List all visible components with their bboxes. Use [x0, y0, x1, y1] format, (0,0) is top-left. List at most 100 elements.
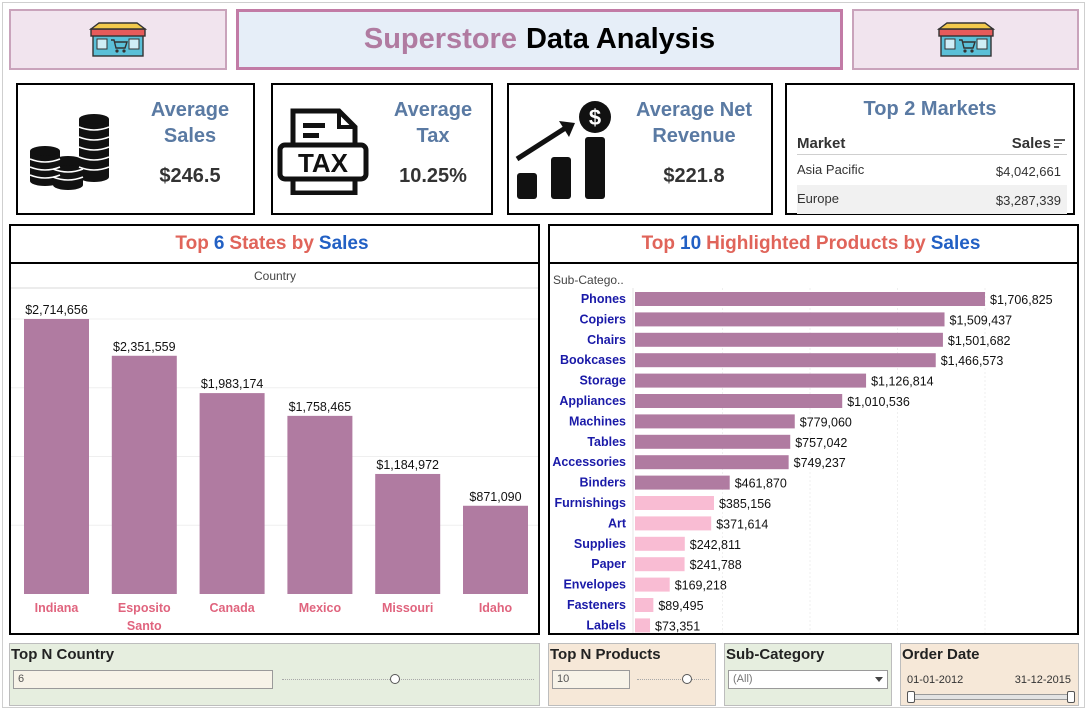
product-category-label: Furnishings: [554, 496, 626, 510]
state-category-label: Mexico: [299, 601, 342, 615]
product-value-label: $461,870: [735, 477, 787, 491]
product-bar[interactable]: [635, 373, 867, 388]
product-category-label: Phones: [581, 292, 626, 306]
top-n-country-slider[interactable]: [282, 679, 534, 681]
kpi-tax-value: 10.25%: [399, 165, 467, 187]
product-bar[interactable]: [635, 353, 936, 368]
kpi-sales-label: Average Sales: [150, 99, 230, 147]
state-value-label: $1,758,465: [289, 400, 352, 414]
top-n-products-slider[interactable]: [637, 679, 709, 681]
order-date-end-handle[interactable]: [1067, 691, 1075, 703]
state-bar[interactable]: [375, 473, 441, 594]
state-bar[interactable]: [24, 319, 89, 594]
product-bar[interactable]: [635, 434, 791, 449]
filter-subcat-label: Sub-Category: [726, 646, 825, 663]
svg-text:$: $: [589, 105, 601, 130]
kpi-average-sales: Average Sales $246.5: [16, 83, 255, 215]
product-bar[interactable]: [635, 577, 670, 592]
product-category-label: Art: [608, 516, 627, 530]
chevron-down-icon[interactable]: [875, 677, 883, 682]
state-bar[interactable]: [463, 505, 528, 594]
top-n-country-input[interactable]: 6: [13, 670, 273, 689]
product-bar[interactable]: [635, 516, 712, 531]
sort-descending-icon[interactable]: [1054, 139, 1065, 149]
products-row-header: Sub-Catego..: [553, 273, 624, 287]
product-value-label: $1,466,573: [941, 354, 1004, 368]
product-bar[interactable]: [635, 618, 651, 633]
product-bar[interactable]: [635, 332, 943, 347]
state-value-label: $2,351,559: [113, 340, 176, 354]
state-bar[interactable]: [111, 355, 177, 594]
markets-header-row: Market Sales: [797, 133, 1067, 155]
product-value-label: $242,811: [690, 538, 741, 552]
kpi-average-tax: TAX Average Tax 10.25%: [271, 83, 493, 215]
product-bar[interactable]: [635, 598, 654, 612]
product-value-label: $1,501,682: [948, 334, 1011, 348]
product-category-label: Envelopes: [563, 578, 626, 592]
top-n-country-slider-knob[interactable]: [390, 674, 401, 684]
title-data-analysis: Data Analysis: [525, 23, 716, 55]
order-date-range-track[interactable]: [909, 694, 1072, 700]
product-bar[interactable]: [635, 536, 685, 551]
filter-order-date: Order Date 01-01-2012 31-12-2015: [900, 643, 1079, 706]
filter-country-label: Top N Country: [11, 646, 115, 663]
states-chart-panel: Top 6 States by Sales Country $2,714,656 I…: [9, 224, 540, 635]
products-bar-chart: Sub-Catego.. Phones $1,706,825 Copiers $1,50…: [552, 273, 1053, 633]
product-bar[interactable]: [635, 475, 730, 490]
markets-col-sales: Sales: [1011, 135, 1051, 152]
growth-chart-dollar-icon: $: [515, 101, 611, 199]
product-category-label: Machines: [569, 414, 626, 428]
filter-top-n-country: Top N Country 6: [9, 643, 540, 706]
top-n-products-slider-knob[interactable]: [682, 674, 693, 684]
state-category-label: Canada: [210, 601, 256, 615]
product-bar[interactable]: [635, 292, 985, 306]
product-category-label: Labels: [586, 618, 626, 632]
kpi-revenue-label: Average Net Revenue: [636, 99, 752, 147]
product-value-label: $371,614: [716, 517, 768, 531]
order-date-start-handle[interactable]: [907, 691, 915, 703]
state-value-label: $1,983,174: [201, 377, 264, 391]
product-bar[interactable]: [635, 394, 843, 408]
product-value-label: $385,156: [719, 497, 771, 511]
product-bar[interactable]: [635, 496, 714, 510]
product-category-label: Chairs: [587, 333, 626, 347]
order-date-end: 31-12-2015: [1014, 674, 1071, 686]
top-n-products-input[interactable]: 10: [552, 670, 630, 689]
product-value-label: $169,218: [675, 579, 727, 593]
product-bar[interactable]: [635, 455, 789, 470]
state-value-label: $871,090: [469, 490, 521, 504]
markets-title: Top 2 Markets: [863, 98, 997, 120]
state-category-label: Missouri: [382, 601, 433, 615]
product-category-label: Appliances: [559, 394, 626, 408]
top-markets-table: Top 2 Markets Market Sales Asia Pacific …: [785, 83, 1075, 215]
header-right-box: [852, 9, 1079, 70]
states-bar-chart: Country $2,714,656 Indiana $2,351,559 Esposi…: [11, 269, 538, 633]
product-category-label: Tables: [587, 435, 626, 449]
coins-stack-icon: [29, 114, 110, 190]
filter-sub-category: Sub-Category (All): [724, 643, 892, 706]
product-category-label: Binders: [579, 476, 626, 490]
storefront-icon: [936, 21, 995, 57]
filter-date-label: Order Date: [902, 646, 980, 663]
product-value-label: $73,351: [655, 619, 700, 633]
product-bar[interactable]: [635, 557, 685, 572]
header-left-box: [9, 9, 227, 70]
markets-col-market: Market: [797, 135, 846, 152]
state-value-label: $1,184,972: [376, 458, 439, 472]
table-row: Europe $3,287,339: [797, 185, 1067, 214]
state-category-label: Indiana: [35, 601, 80, 615]
dashboard-title-box: Superstore Data Analysis: [236, 9, 843, 70]
market-sales: $3,287,339: [995, 193, 1061, 208]
product-bar[interactable]: [635, 312, 945, 327]
storefront-icon: [89, 21, 147, 57]
kpi-tax-label: Average Tax: [393, 99, 473, 147]
product-value-label: $1,126,814: [871, 375, 934, 389]
sub-category-dropdown[interactable]: (All): [728, 670, 888, 689]
table-row: Asia Pacific $4,042,661: [797, 156, 1067, 185]
product-bar[interactable]: [635, 414, 795, 429]
state-value-label: $2,714,656: [25, 303, 88, 317]
state-bar[interactable]: [199, 393, 265, 594]
state-bar[interactable]: [287, 415, 353, 594]
product-category-label: Storage: [579, 374, 626, 388]
